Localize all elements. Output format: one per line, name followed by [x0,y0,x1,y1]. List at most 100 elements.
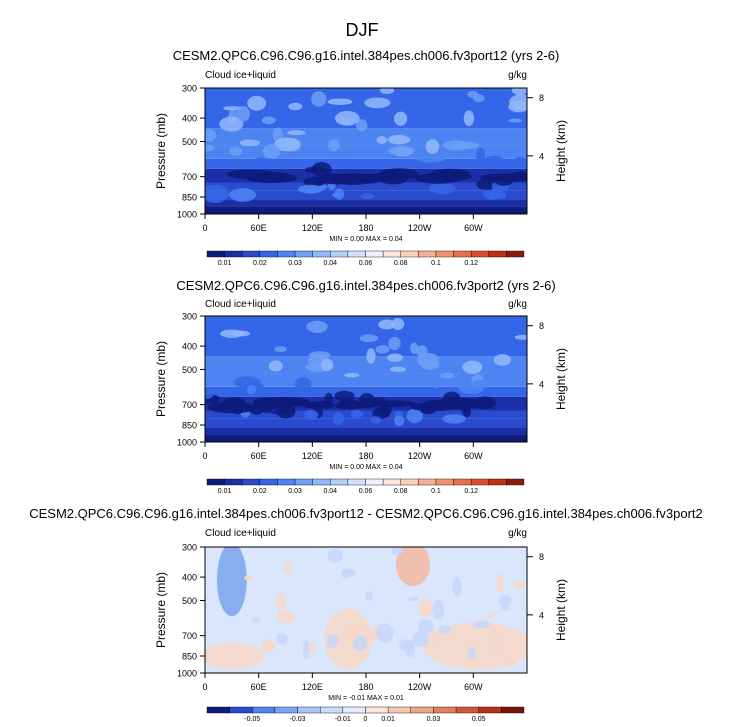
field-cell [360,193,375,200]
field-cell [355,119,368,132]
colorbar-swatch [206,706,230,714]
field-cell [261,116,276,125]
colorbar-swatch [506,250,525,258]
colorbar-swatch [277,478,296,486]
y-right-tick-label: 4 [539,610,544,620]
field-cell [364,591,373,602]
field-cell [353,635,368,651]
colorbar-swatch [224,478,243,486]
field-cell [236,106,250,122]
field-cell [306,320,328,333]
field-cell [454,141,480,150]
x-tick-label: 120W [408,223,432,233]
y-tick-label: 1000 [177,438,197,448]
field-cell [514,334,527,340]
x-tick-label: 180 [358,223,373,233]
field-cell [247,95,267,111]
field-cell [304,410,319,421]
field-cell [239,139,261,147]
colorbar-swatch [470,478,489,486]
field-cell [388,146,416,156]
colorbar-label: 0.08 [394,488,408,495]
y-tick-label: 700 [182,631,197,641]
field-cell [471,380,490,389]
field-cell [288,102,303,111]
field-cell [366,348,376,364]
field-cell [431,377,441,389]
field-band [205,386,527,397]
field-cell [388,336,401,351]
field-cell [255,171,288,181]
field-cell [342,568,357,578]
colorbar-swatch [387,706,411,714]
field-cell [252,389,272,396]
field-cell [487,190,507,200]
x-tick-label: 120E [302,223,323,233]
field-cell [261,638,276,653]
chart-title: CESM2.QPC6.C96.C96.g16.intel.384pes.ch00… [173,48,560,63]
field-cell [253,156,276,168]
y-right-tick-label: 4 [539,379,544,389]
field-cell [344,372,360,378]
field-cell [493,354,512,366]
y-tick-label: 700 [182,172,197,182]
field-band [205,410,527,419]
colorbar-label: 0.06 [359,260,373,267]
colorbar-swatch [259,250,278,258]
field-band [205,427,527,435]
field-cell [418,619,434,634]
field-cell [287,130,306,136]
field-band [205,434,527,442]
field-cell [390,366,406,373]
field-cell [327,634,339,648]
field-cell [332,412,345,425]
colorbar-swatch [382,478,401,486]
colorbar-label: 0.06 [359,488,373,495]
field-cell [496,573,504,593]
field-cell [225,397,246,408]
y-tick-label: 850 [182,420,197,430]
y-tick-label: 500 [182,137,197,147]
field-cell [387,134,411,145]
field-cell [297,184,324,194]
field-cell [345,624,361,636]
colorbar-swatch [320,706,344,714]
field-label: Cloud ice+liquid [205,70,276,81]
field-cell [328,139,340,152]
colorbar-swatch [410,706,434,714]
colorbar-swatch [453,250,472,258]
y-right-tick-label: 8 [539,93,544,103]
field-cell [219,116,244,132]
field-cell [484,155,505,168]
colorbar-swatch [488,478,507,486]
y-tick-label: 300 [182,312,197,322]
colorbar-swatch [224,250,243,258]
colorbar-swatch [488,250,507,258]
colorbar-label: 0.08 [394,260,408,267]
y-right-tick-label: 8 [539,552,544,562]
field-cell [243,575,254,581]
field-cell [251,617,261,623]
field-cell [506,657,517,667]
colorbar-swatch [242,478,261,486]
field-cell [452,576,462,597]
field-cell [350,409,363,419]
field-anomaly [324,608,372,670]
field-cell [462,360,483,374]
field-cell [394,111,408,126]
field-cell [331,173,375,185]
colorbar-swatch [418,478,437,486]
field-cell [490,150,506,157]
colorbar-swatch [294,478,313,486]
min-max-stats: MIN = 0.00 MAX = 0.04 [329,464,402,471]
field-cell [246,384,257,395]
field-cell [412,631,429,647]
field-cell [274,346,287,353]
field-cell [205,189,228,203]
field-cell [417,155,445,163]
colorbar-swatch [259,478,278,486]
field-band [205,356,527,374]
field-cell [233,376,261,389]
colorbar-label: 0.01 [218,488,232,495]
